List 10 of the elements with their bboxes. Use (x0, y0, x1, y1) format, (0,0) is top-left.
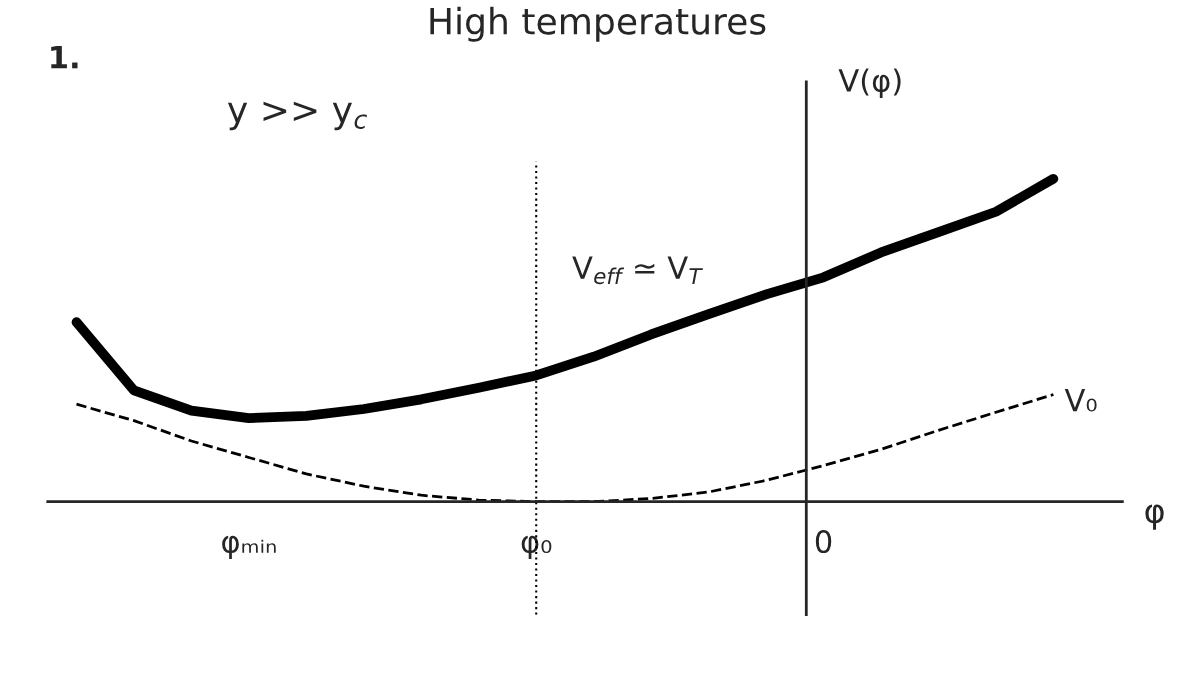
chart-title: High temperatures (430, 6, 766, 42)
x-axis-title: φ (1145, 504, 1164, 530)
text: 1. (51, 46, 78, 69)
series-label: V$_{eff}$ ≃ V$_{T}$ (572, 256, 703, 285)
x-tick-label: φ₀ (521, 535, 552, 560)
x-tick-label: φₘᵢₙ (222, 535, 276, 560)
series-label: V₀ (1064, 388, 1097, 412)
y-axis-title: V(φ) (838, 68, 901, 98)
text: y >> y$_{c}$ (227, 101, 367, 131)
x-tick-label: 0 (815, 530, 832, 554)
